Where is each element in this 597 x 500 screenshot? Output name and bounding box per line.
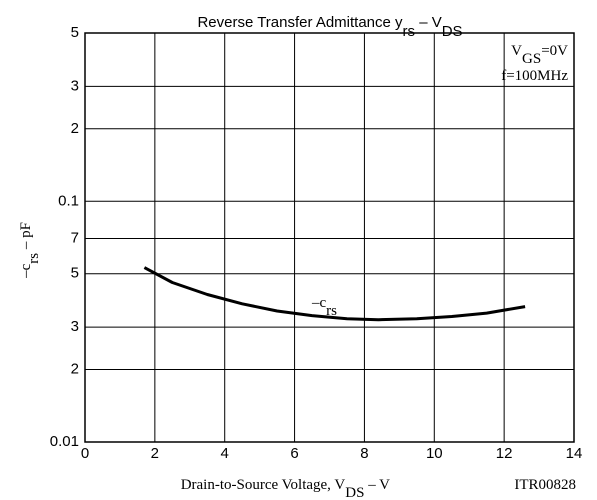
y-tick-label: 0.01 [50,433,79,450]
chart-title-run: Reverse Transfer Admittance y [197,14,403,31]
x-tick-label: 0 [81,445,89,462]
y-tick-label: 3 [71,77,79,94]
annotation-run: GS [522,51,541,67]
x-axis-label-run: Drain-to-Source Voltage, V [181,477,346,493]
y-tick-label: 5 [71,265,79,282]
y-axis-label-run: rs [26,253,42,264]
annotation-run: V [511,43,522,59]
annotation: VGS=0V [511,43,568,67]
x-tick-label: 14 [566,445,583,462]
x-axis-label-run: DS [345,485,364,500]
curve-label-run: rs [326,303,337,319]
figure-code: ITR00828 [514,477,576,493]
curve [143,266,526,322]
y-axis-label-run: –c [18,263,34,279]
x-tick-label: 2 [151,445,159,462]
chart-title-run: rs [403,23,416,40]
annotation: f=100MHz [501,68,568,84]
y-tick-label: 7 [71,230,79,247]
y-tick-label: 3 [71,318,79,335]
y-tick-label: 0.1 [58,192,79,209]
x-tick-label: 4 [221,445,229,462]
x-axis-label: Drain-to-Source Voltage, VDS – V [181,477,390,500]
x-tick-label: 10 [426,445,443,462]
plot-frame [84,32,575,443]
annotation-run: =0V [541,43,568,59]
y-axis-label: –crs – pF [18,222,42,279]
y-tick-label: 2 [71,361,79,378]
chart-title-run: DS [442,23,463,40]
curve-label-run: –c [311,295,327,311]
y-tick-label: 2 [71,120,79,137]
y-axis-label-run: – pF [18,222,34,253]
chart-title: Reverse Transfer Admittance yrs – VDS [197,14,462,40]
x-axis-label-run: – V [364,477,390,493]
y-tick-label: 5 [71,24,79,41]
x-tick-label: 8 [360,445,368,462]
x-tick-label: 12 [496,445,513,462]
x-tick-label: 6 [290,445,298,462]
curve-label: –crs [311,295,337,319]
chart-title-run: – V [415,14,442,31]
